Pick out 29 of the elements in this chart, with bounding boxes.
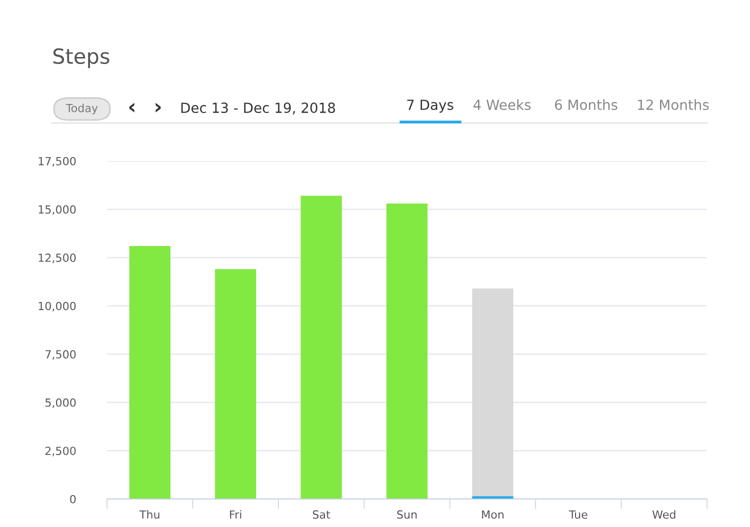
bar [472,288,514,496]
y-tick-label: 7,500 [46,350,76,360]
bar [215,269,256,499]
text: Today [66,104,98,114]
text: 4 Weeks [473,99,531,110]
chart-title: Steps [53,48,110,68]
y-tick-label: 15,000 [38,205,76,215]
y-tick-label: 10,000 [38,302,76,312]
text: 12 Months [638,99,709,110]
y-tick-label: 5,000 [45,398,76,408]
x-tick-label: Tue [568,510,588,519]
x-tick-label: Wed [652,510,676,519]
text: › [156,102,161,112]
y-tick-label: 0 [70,494,76,504]
text: 7 Days [407,100,454,113]
x-tick-label: Sat [312,510,330,519]
bar [129,246,170,499]
x-tick-label: Fri [230,510,242,519]
text: 6 Months [554,99,618,110]
x-tick-label: Mon [482,510,504,519]
chart-subtitle: Dec 13 - Dec 19, 2018 [181,102,335,114]
bar [300,196,342,499]
x-tick-label: Sun [397,510,417,519]
y-tick-label: 12,500 [38,254,76,264]
bar [386,203,428,499]
y-tick-label: 2,500 [45,446,76,456]
x-tick-label: Thu [139,510,160,519]
y-tick-label: 17,500 [38,156,76,167]
text: ‹ [129,102,134,112]
